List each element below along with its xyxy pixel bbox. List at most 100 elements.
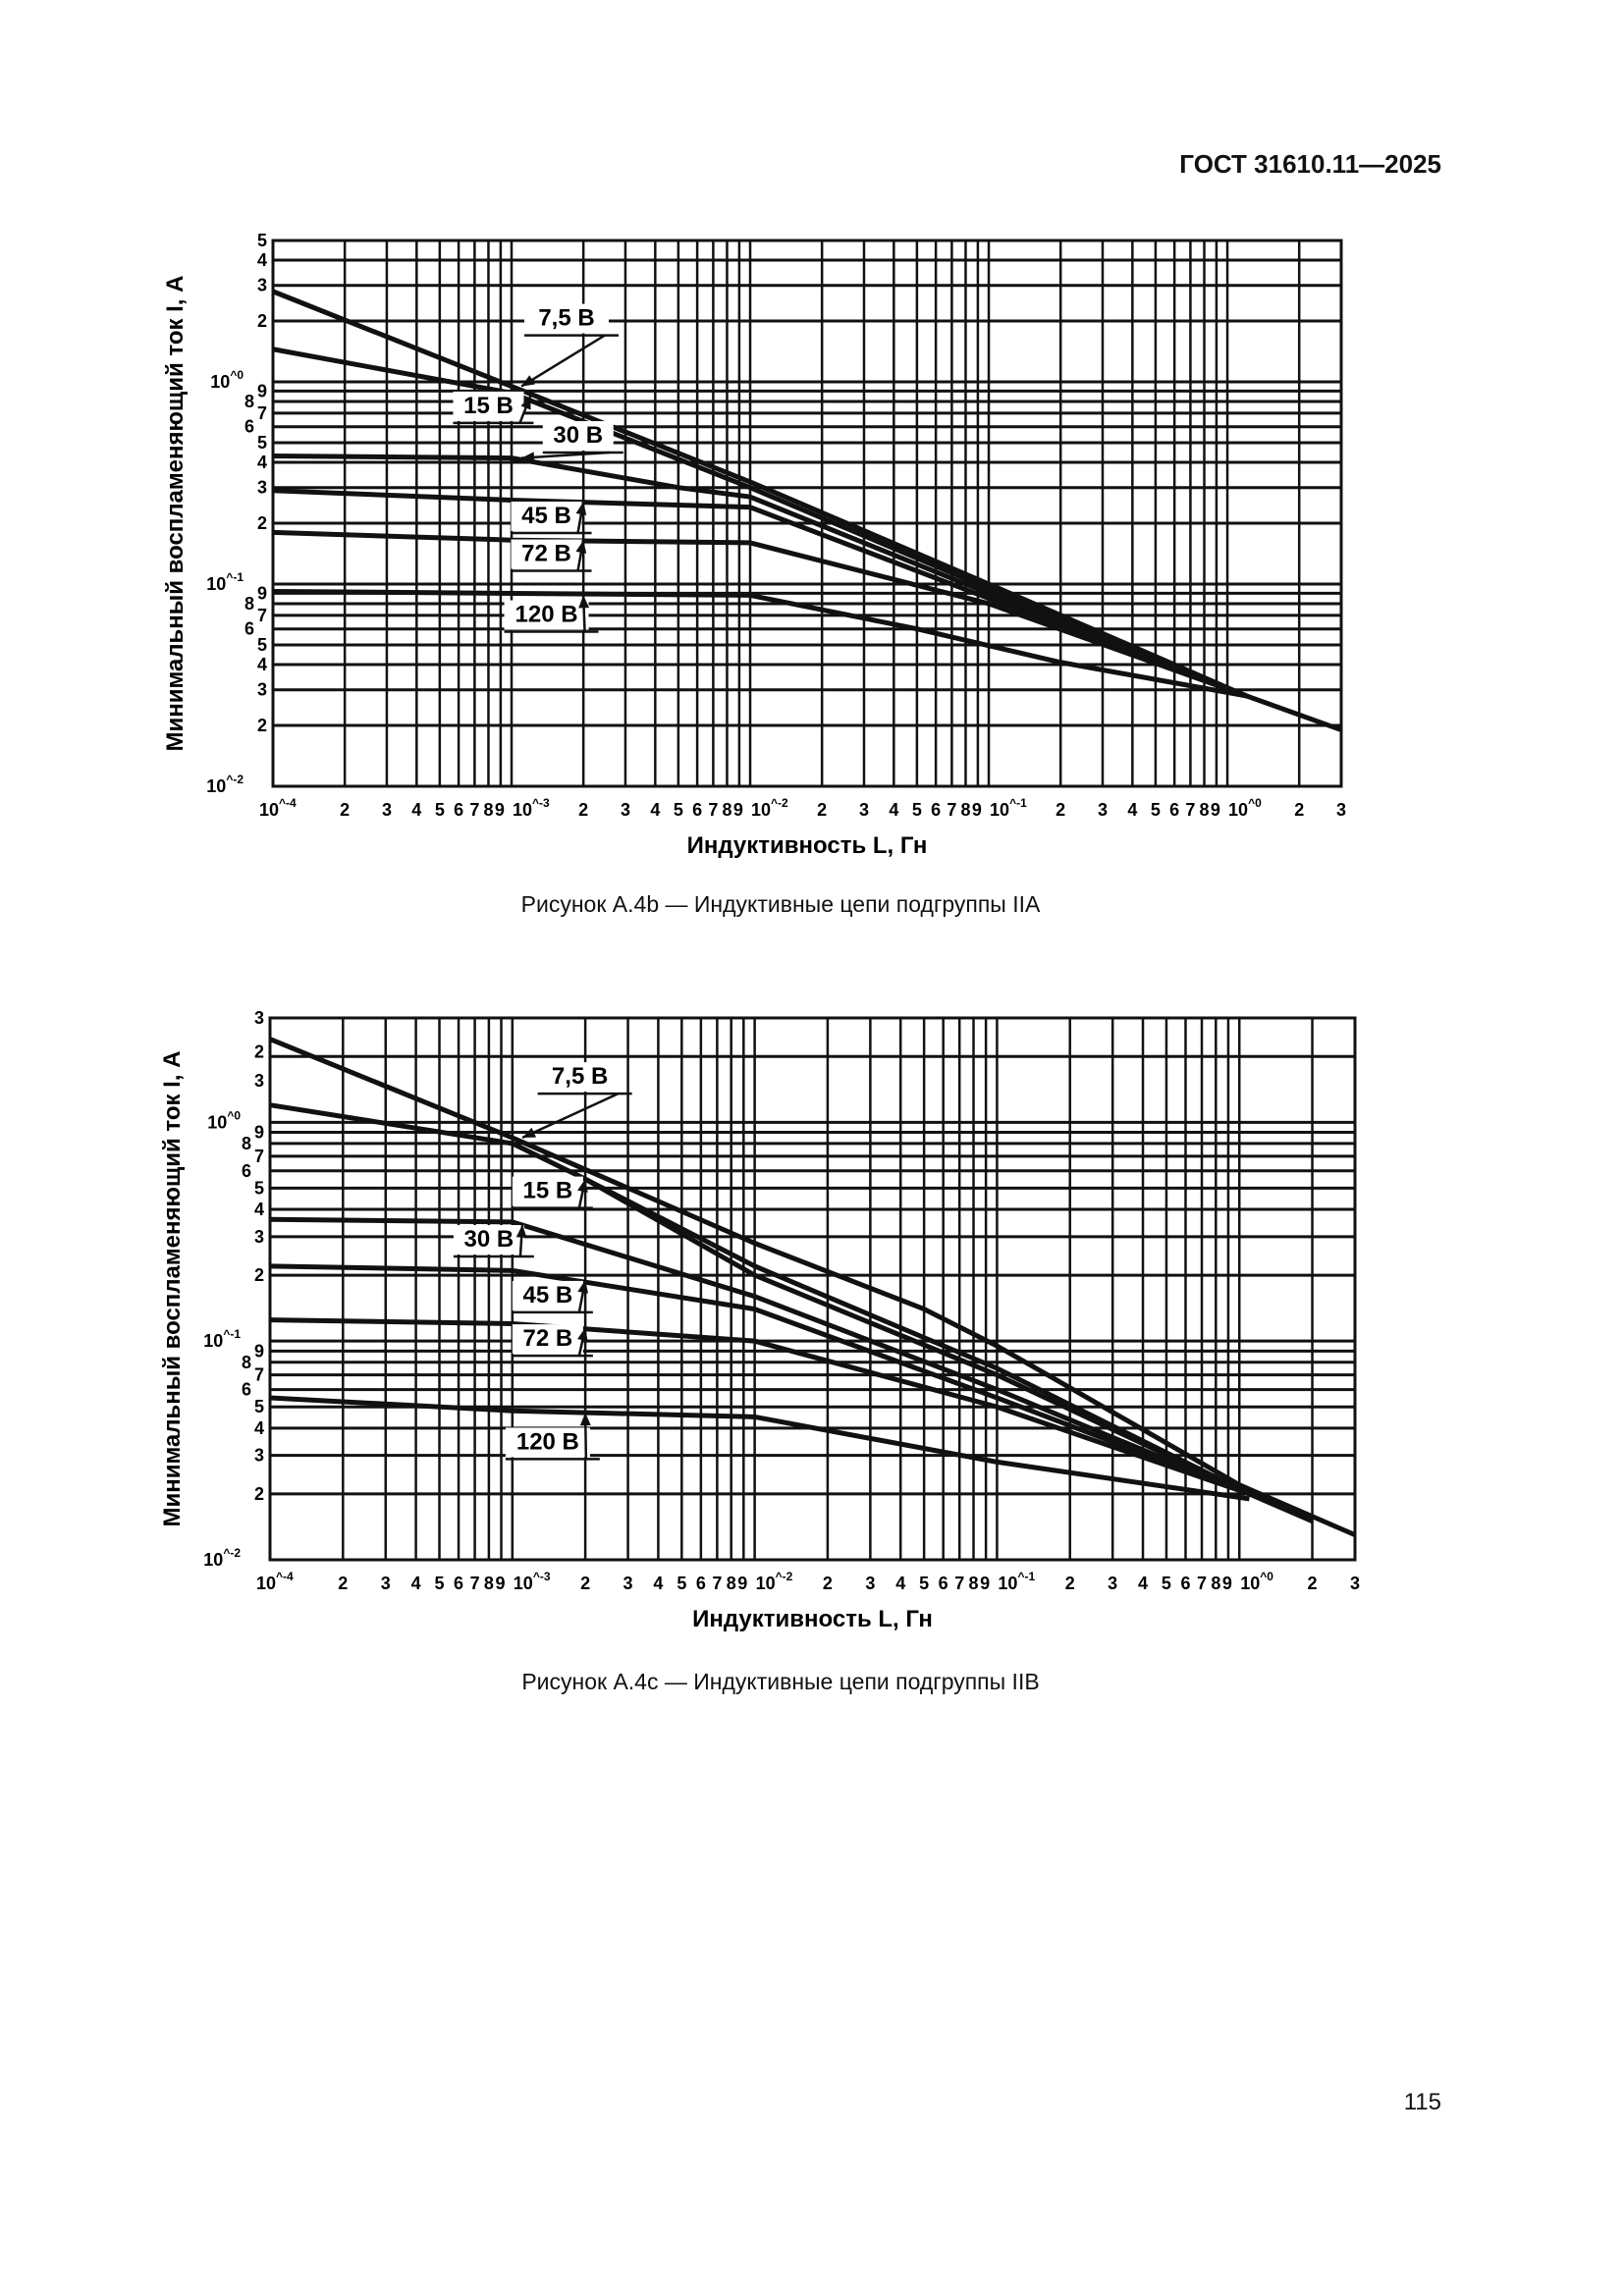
series-line [272,488,1248,699]
x-tick-label: 8 [960,800,970,820]
series-line [269,1037,1356,1537]
series-annotation: 45 В [523,1282,573,1308]
series-line [272,347,1248,699]
x-tick-label: 10^0 [1228,796,1262,820]
x-tick-label: 3 [865,1574,875,1593]
x-tick-label: 2 [580,1574,590,1593]
x-tick-label: 10^0 [1240,1570,1273,1593]
x-tick-label: 8 [483,800,493,820]
plot-frame [271,239,1343,788]
x-tick-label: 9 [972,800,982,820]
series-line [272,588,1247,699]
x-tick-label: 8 [969,1574,979,1593]
annotation-bg [511,501,582,531]
y-tick-label: 3 [257,680,267,700]
y-tick-label: 3 [257,276,267,295]
arrowhead-icon [578,595,590,609]
x-tick-label: 2 [340,800,350,820]
arrowhead-icon [521,452,535,463]
x-tick-label: 7 [712,1574,722,1593]
document-id: ГОСТ 31610.11—2025 [1179,149,1441,179]
y-tick-label: 7 [257,606,267,625]
x-tick-label: 4 [411,800,421,820]
y-axis-label: Минимальный воспламеняющий ток I, А [159,1050,186,1526]
annotation-arrow [521,1092,620,1140]
y-tick-label: 6 [242,1161,251,1181]
annotation-bg [453,1225,524,1255]
y-tick-label: 2 [254,1265,264,1285]
y-tick-label: 9 [254,1341,264,1361]
x-tick-label: 6 [939,1574,948,1593]
annotation-bg [453,391,524,421]
arrowhead-icon [577,1327,588,1342]
y-tick-label: 7 [254,1365,264,1385]
y-tick-label: 8 [242,1353,251,1372]
x-tick-label: 8 [1199,800,1209,820]
y-tick-label: 6 [244,417,254,437]
series-annotation: 30 В [553,422,603,449]
chart-1: 10^-4 2 3 4 5 6 7 8 9 10^-3 2 3 4 5 6 7 8 9 10^-2 2 3 4 5 6 7 8 9 1… [162,231,1346,859]
y-tick-label: 3 [254,1227,264,1247]
arrowhead-icon [575,540,587,554]
y-tick-label: 10^-1 [206,570,244,594]
x-tick-label: 9 [737,1574,747,1593]
x-tick-label: 7 [470,1574,480,1593]
chart-2: 10^-4 2 3 4 5 6 7 8 9 10^-3 2 3 4 5 6 7 8 9 10^-2 2 3 4 5 6 7 8 9 1… [159,1008,1360,1632]
y-tick-label: 10^0 [210,368,244,392]
x-tick-label: 3 [623,1574,633,1593]
x-tick-label: 6 [696,1574,706,1593]
x-tick-label: 2 [1294,800,1304,820]
x-tick-label: 8 [484,1574,494,1593]
figure-caption-a4c: Рисунок А.4c — Индуктивные цепи подгрупп… [521,1669,1040,1694]
x-tick-label: 6 [454,1574,463,1593]
x-tick-label: 10^-2 [751,796,788,820]
y-tick-label: 7 [257,403,267,423]
x-tick-label: 2 [338,1574,348,1593]
arrowhead-icon [577,1280,589,1294]
annotation-bg [512,1280,583,1310]
arrowhead-icon [577,1179,588,1193]
arrowhead-icon [515,1224,527,1238]
annotation-bg [512,1176,583,1206]
y-tick-label: 7 [254,1147,264,1166]
arrowhead-icon [522,1127,537,1139]
y-tick-label: 4 [254,1418,264,1438]
y-tick-label: 8 [244,392,254,411]
x-tick-label: 3 [381,1574,391,1593]
x-axis-label: Индуктивность L, Гн [692,1606,933,1632]
series-line [272,453,1248,699]
x-tick-label: 10^-3 [514,1570,551,1593]
x-tick-label: 9 [1211,800,1220,820]
x-tick-label: 3 [859,800,869,820]
y-tick-label: 4 [254,1200,264,1219]
y-tick-label: 5 [257,433,267,453]
annotation-bg [504,600,589,630]
x-tick-label: 7 [947,800,956,820]
y-tick-label: 10^-2 [203,1546,241,1570]
x-tick-label: 8 [1211,1574,1220,1593]
x-tick-label: 7 [1197,1574,1207,1593]
x-tick-label: 2 [817,800,827,820]
series-line [269,1216,1251,1497]
x-tick-label: 3 [382,800,392,820]
x-tick-label: 6 [692,800,702,820]
series-line [269,1263,1251,1497]
y-tick-label: 2 [254,1042,264,1062]
x-tick-label: 3 [621,800,630,820]
x-tick-label: 10^-1 [990,796,1027,820]
y-tick-label: 5 [254,1178,264,1198]
x-tick-label: 9 [733,800,743,820]
annotation-bg [505,1427,590,1458]
x-tick-label: 4 [411,1574,421,1593]
y-tick-label: 4 [257,250,267,270]
x-tick-label: 3 [1336,800,1346,820]
x-tick-label: 6 [931,800,941,820]
annotation-bg [537,1062,623,1093]
x-axis-label: Индуктивность L, Гн [687,832,928,859]
series-annotation: 120 В [515,602,578,628]
y-tick-label: 10^-2 [206,773,244,796]
x-tick-label: 2 [1056,800,1065,820]
series-line [1248,1491,1314,1524]
